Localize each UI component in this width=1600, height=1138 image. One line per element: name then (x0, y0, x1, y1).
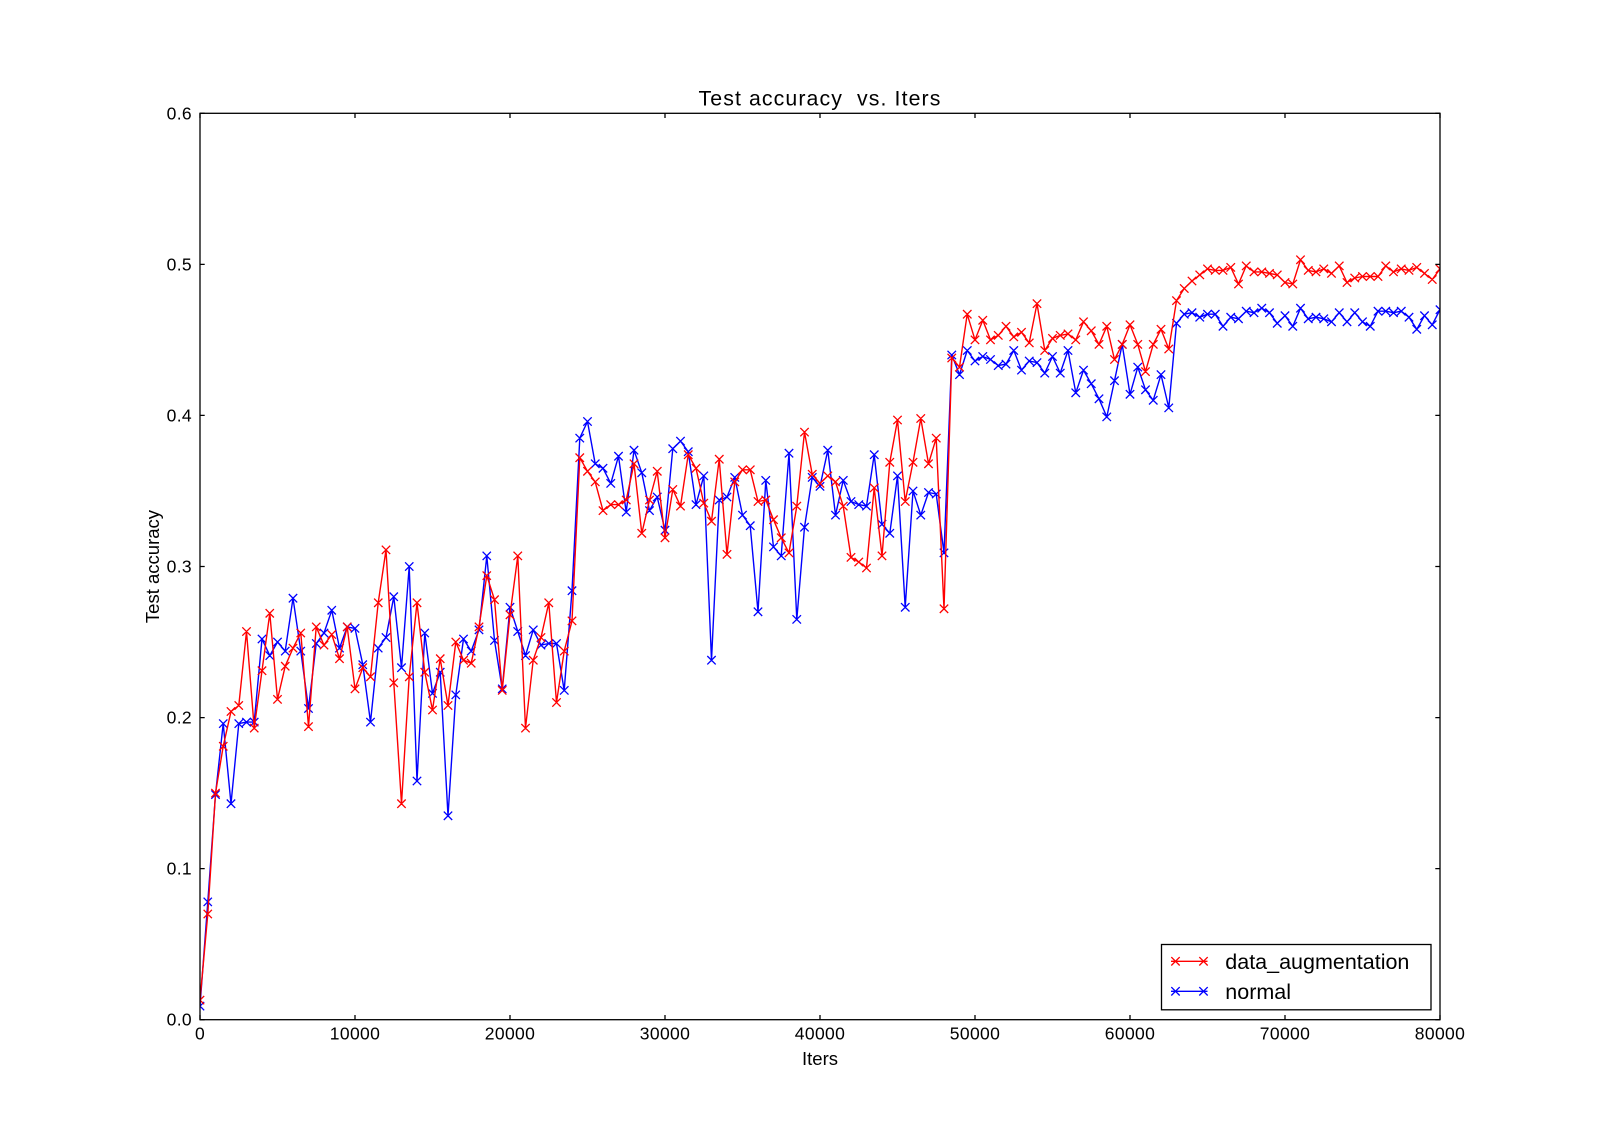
svg-text:Iters: Iters (802, 1048, 838, 1069)
svg-text:10000: 10000 (330, 1024, 380, 1044)
svg-text:50000: 50000 (950, 1024, 1000, 1044)
svg-text:0.0: 0.0 (167, 1010, 192, 1030)
svg-text:data_augmentation: data_augmentation (1225, 950, 1409, 974)
svg-text:0.5: 0.5 (167, 254, 192, 274)
svg-text:0.1: 0.1 (167, 859, 192, 879)
svg-text:20000: 20000 (485, 1024, 535, 1044)
svg-text:Test accuracy vs. Iters: Test accuracy vs. Iters (699, 87, 942, 111)
svg-text:60000: 60000 (1105, 1024, 1155, 1044)
svg-text:0: 0 (195, 1024, 205, 1044)
svg-text:0.3: 0.3 (167, 557, 192, 577)
svg-text:80000: 80000 (1415, 1024, 1465, 1044)
svg-text:0.4: 0.4 (167, 405, 192, 425)
svg-text:Test accuracy: Test accuracy (142, 509, 163, 623)
svg-text:40000: 40000 (795, 1024, 845, 1044)
svg-text:30000: 30000 (640, 1024, 690, 1044)
svg-text:0.6: 0.6 (167, 103, 192, 123)
svg-text:normal: normal (1225, 980, 1291, 1004)
svg-text:70000: 70000 (1260, 1024, 1310, 1044)
svg-text:0.2: 0.2 (167, 708, 192, 728)
